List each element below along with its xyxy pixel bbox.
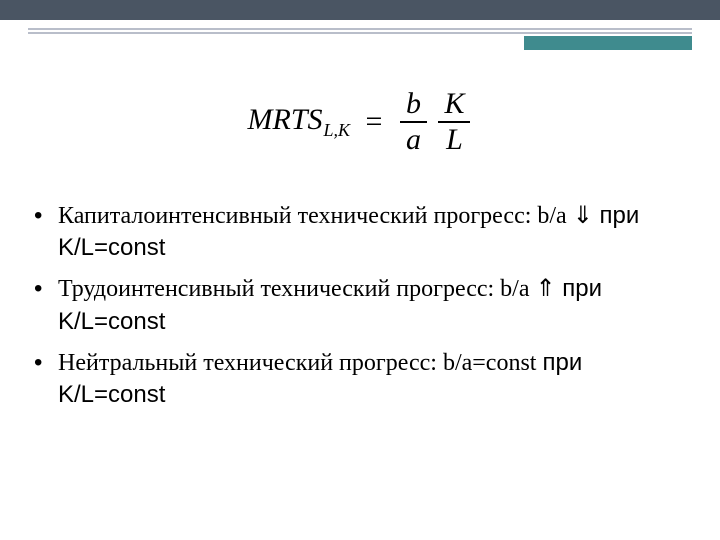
formula-region: MRTSL,K = b a K L bbox=[0, 88, 720, 155]
slide-horizontal-rule bbox=[28, 28, 692, 34]
fraction-numerator-b: b bbox=[400, 88, 427, 123]
formula-subscript: L,K bbox=[324, 120, 351, 140]
formula-lhs: MRTSL,K bbox=[248, 103, 351, 141]
bullet-text-part: Капиталоинтенсивный технический прогресс… bbox=[58, 203, 573, 229]
bullet-item: Капиталоинтенсивный технический прогресс… bbox=[28, 200, 692, 263]
fraction-denominator-a: a bbox=[400, 123, 427, 156]
bullet-text-part: Трудоинтенсивный технический прогресс: b… bbox=[58, 276, 536, 302]
bullet-text-part: ⇓ bbox=[573, 202, 593, 229]
bullet-text-part: Нейтральный технический прогресс: b/a=co… bbox=[58, 350, 542, 376]
bullet-item: Нейтральный технический прогресс: b/a=co… bbox=[28, 347, 692, 410]
fraction-numerator-k: K bbox=[438, 88, 470, 123]
formula-main: MRTS bbox=[248, 103, 323, 136]
bullet-text-part: ⇑ bbox=[536, 275, 556, 302]
fraction-denominator-l: L bbox=[438, 123, 470, 156]
formula-fraction-ba: b a bbox=[400, 88, 427, 155]
formula-equals: = bbox=[366, 105, 383, 139]
bullet-list: Капиталоинтенсивный технический прогресс… bbox=[28, 200, 692, 420]
slide-accent-block bbox=[524, 36, 692, 50]
formula-fraction-kl: K L bbox=[438, 88, 470, 155]
bullet-item: Трудоинтенсивный технический прогресс: b… bbox=[28, 273, 692, 336]
slide-top-bar bbox=[0, 0, 720, 20]
